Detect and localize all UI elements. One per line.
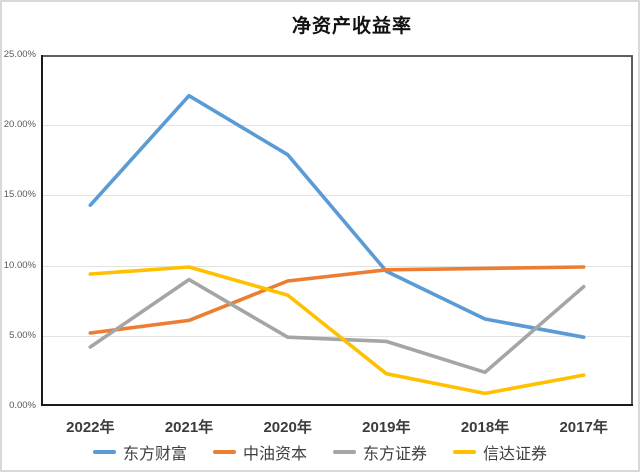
legend-label: 中油资本 [242, 446, 307, 463]
series-line-0 [88, 93, 586, 340]
x-axis-tick-label: 2021年 [164, 419, 214, 436]
x-axis-tick-label: 2017年 [559, 419, 608, 436]
y-axis-tick-label: 10.00% [3, 259, 36, 271]
legend-item-3: 信达证券 [453, 440, 547, 464]
x-axis-tick-label: 2019年 [362, 419, 411, 436]
series-line-1 [88, 265, 586, 335]
plot-border [41, 55, 633, 406]
legend-line-marker-icon [453, 450, 477, 454]
legend-item-2: 东方证券 [333, 440, 427, 464]
legend-line-marker-icon [333, 450, 356, 454]
chart-title: 净资产收益率 [291, 15, 412, 37]
y-axis-tick-label: 5.00% [9, 329, 36, 341]
legend-item-1: 中油资本 [212, 440, 307, 464]
legend-line-marker-icon [92, 450, 116, 454]
x-axis-tick-label: 2020年 [263, 419, 312, 436]
series-line-2 [88, 277, 586, 375]
legend-label: 信达证券 [483, 446, 548, 463]
y-axis-tick-label: 25.00% [3, 49, 36, 60]
legend-label: 东方财富 [122, 446, 187, 463]
legend-line-marker-icon [212, 450, 236, 454]
series-line-3 [88, 265, 586, 396]
legend-label: 东方证券 [363, 446, 428, 463]
x-axis-tick-label: 2018年 [460, 419, 510, 436]
chart-legend: 东方财富 中油资本 东方证券 信达证券 [2, 440, 638, 464]
y-axis-tick-label: 15.00% [3, 189, 36, 201]
y-axis-tick-label: 20.00% [3, 119, 36, 131]
y-axis-tick-label: 0.00% [9, 400, 36, 411]
legend-item-0: 东方财富 [92, 440, 187, 464]
x-axis-tick-label: 2022年 [66, 419, 115, 436]
